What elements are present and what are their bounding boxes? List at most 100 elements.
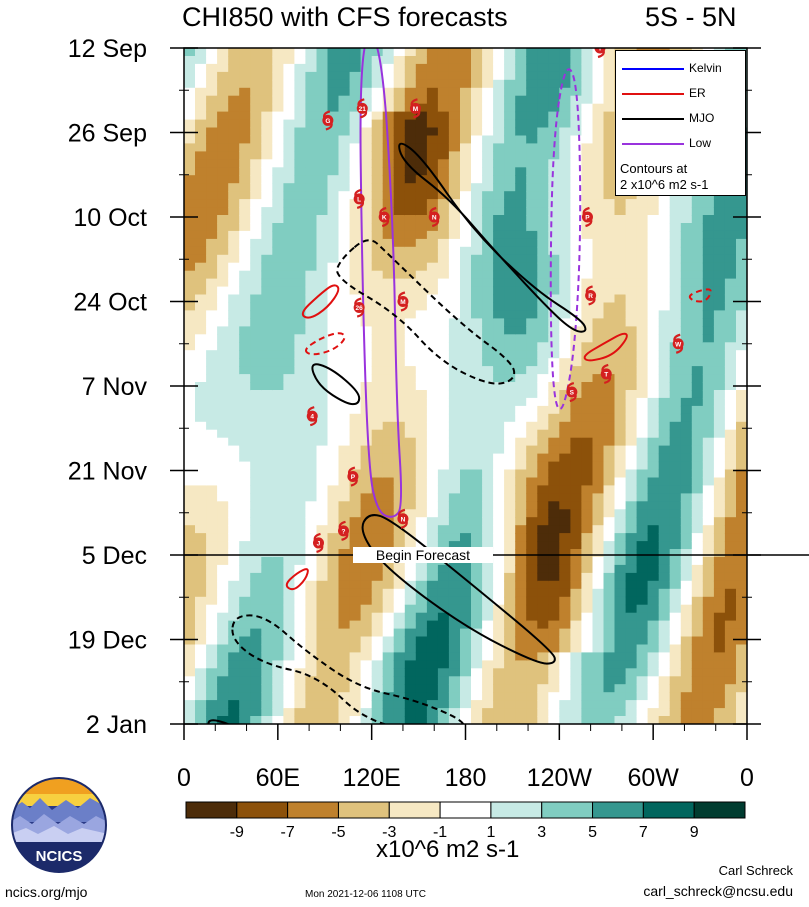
field-cell xyxy=(349,413,362,423)
field-cell xyxy=(713,636,726,646)
storm-marker[interactable]: P xyxy=(347,466,359,487)
field-cell xyxy=(570,111,582,121)
storm-marker[interactable]: Y xyxy=(594,39,606,59)
field-cell xyxy=(625,223,638,232)
storm-marker[interactable]: 4 xyxy=(306,406,318,427)
site-link[interactable]: ncics.org/mjo xyxy=(5,884,88,900)
field-cell xyxy=(647,692,660,701)
field-cell xyxy=(493,199,505,208)
field-cell xyxy=(471,716,483,724)
field-cell xyxy=(636,262,649,272)
field-cell xyxy=(272,564,284,574)
field-cell xyxy=(614,692,627,701)
field-cell xyxy=(349,509,362,518)
field-cell xyxy=(515,191,527,200)
field-cell xyxy=(316,397,329,407)
field-cell xyxy=(338,429,351,439)
field-cell xyxy=(272,429,284,439)
field-cell xyxy=(548,636,560,646)
storm-marker[interactable]: P xyxy=(581,206,593,228)
storm-marker[interactable]: ? xyxy=(338,520,350,541)
field-cell xyxy=(294,397,306,407)
field-cell xyxy=(294,175,306,184)
field-cell xyxy=(581,270,593,280)
field-cell xyxy=(537,318,549,327)
field-cell xyxy=(482,708,494,717)
field-cell xyxy=(338,692,351,701)
field-cell xyxy=(625,652,638,661)
field-cell xyxy=(680,485,693,494)
field-cell xyxy=(724,254,737,264)
field-cell xyxy=(548,63,560,73)
storm-marker[interactable]: 21 xyxy=(356,98,368,119)
ncics-logo[interactable]: NCICS xyxy=(10,776,108,874)
field-cell xyxy=(327,56,340,65)
field-cell xyxy=(316,485,329,494)
field-cell xyxy=(305,716,317,724)
field-cell xyxy=(272,509,284,518)
field-cell xyxy=(647,262,660,272)
storm-marker[interactable]: J xyxy=(312,532,324,553)
field-cell xyxy=(360,95,373,105)
field-cell xyxy=(217,549,229,558)
field-cell xyxy=(625,708,638,717)
field-cell xyxy=(327,596,340,606)
field-cell xyxy=(448,334,461,343)
storm-marker[interactable]: 26 xyxy=(353,297,365,318)
field-cell xyxy=(338,437,351,447)
field-cell xyxy=(316,135,329,145)
storm-marker[interactable]: M xyxy=(409,98,421,119)
field-cell xyxy=(184,207,196,216)
field-cell xyxy=(515,374,527,383)
field-cell xyxy=(471,612,483,622)
field-cell xyxy=(658,453,671,463)
storm-marker[interactable]: K xyxy=(378,206,390,228)
field-cell xyxy=(526,453,538,463)
field-cell xyxy=(360,151,373,160)
contour-mjo-7 xyxy=(207,719,231,724)
field-cell xyxy=(724,318,737,327)
field-cell xyxy=(228,334,240,343)
field-cell xyxy=(592,660,605,669)
field-cell xyxy=(581,612,593,622)
storm-marker[interactable]: G xyxy=(322,110,334,131)
field-cell xyxy=(482,334,494,343)
field-cell xyxy=(515,207,527,216)
field-cell xyxy=(228,254,240,264)
field-cell xyxy=(592,135,605,145)
field-cell xyxy=(305,509,317,518)
storm-marker[interactable]: S xyxy=(566,381,578,403)
field-cell xyxy=(228,103,240,113)
field-cell xyxy=(393,56,406,65)
field-cell xyxy=(614,326,627,335)
field-cell xyxy=(504,87,516,97)
storm-marker[interactable]: M xyxy=(397,291,409,312)
credit-email[interactable]: carl_schreck@ncsu.edu xyxy=(643,883,793,899)
field-cell xyxy=(636,374,649,383)
storm-marker[interactable]: T xyxy=(600,363,612,384)
field-cell xyxy=(382,183,395,192)
storm-marker[interactable]: L xyxy=(353,188,365,209)
field-cell xyxy=(724,421,737,431)
field-cell xyxy=(272,95,284,105)
storm-marker[interactable]: R xyxy=(585,285,597,306)
field-cell xyxy=(515,421,527,431)
field-cell xyxy=(272,223,284,232)
field-cell xyxy=(316,127,329,137)
storm-marker[interactable]: N xyxy=(428,206,440,228)
field-cell xyxy=(548,580,560,590)
field-cell xyxy=(228,87,240,97)
field-cell xyxy=(559,437,571,447)
field-cell xyxy=(294,429,306,439)
storm-marker[interactable]: W xyxy=(672,333,684,354)
field-cell xyxy=(349,485,362,494)
field-cell xyxy=(736,477,747,487)
field-cell xyxy=(537,557,549,566)
field-cell xyxy=(283,215,295,224)
field-cell xyxy=(559,143,571,152)
field-cell xyxy=(713,437,726,447)
field-cell xyxy=(592,708,605,717)
field-cell xyxy=(415,207,428,216)
field-cell xyxy=(548,668,560,677)
storm-marker[interactable]: N xyxy=(397,508,409,529)
